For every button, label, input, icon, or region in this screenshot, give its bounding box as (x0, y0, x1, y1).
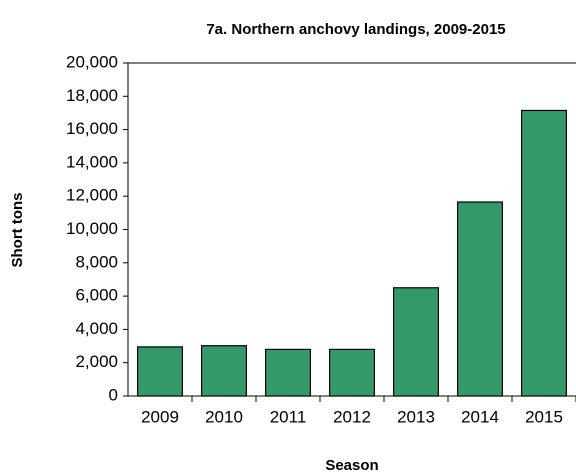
x-tick-label: 2014 (461, 407, 499, 426)
x-tick-label: 2010 (205, 407, 243, 426)
x-tick-label: 2012 (333, 407, 371, 426)
bar (393, 287, 440, 397)
y-tick-label: 16,000 (66, 119, 118, 138)
x-tick-label: 2009 (141, 407, 179, 426)
x-tick-label: 2015 (525, 407, 563, 426)
y-tick-label: 0 (109, 385, 118, 404)
y-tick-label: 12,000 (66, 186, 118, 205)
bar (329, 348, 376, 397)
bar (520, 109, 567, 397)
y-tick-label: 4,000 (75, 319, 118, 338)
y-tick-label: 18,000 (66, 86, 118, 105)
x-tick-label: 2013 (397, 407, 435, 426)
y-tick-label: 8,000 (75, 252, 118, 271)
bar (457, 201, 504, 397)
y-tick-label: 14,000 (66, 152, 118, 171)
y-tick-label: 2,000 (75, 352, 118, 371)
bar (201, 345, 248, 397)
y-tick-label: 20,000 (66, 52, 118, 71)
x-axis-label: Season (325, 457, 378, 474)
x-tick-label: 2011 (270, 407, 307, 426)
bar (137, 346, 184, 397)
y-tick-label: 6,000 (75, 286, 118, 305)
chart-title: 7a. Northern anchovy landings, 2009-2015 (206, 21, 505, 38)
y-axis-label: Short tons (9, 193, 26, 268)
bar (265, 348, 312, 397)
y-tick-label: 10,000 (66, 219, 118, 238)
